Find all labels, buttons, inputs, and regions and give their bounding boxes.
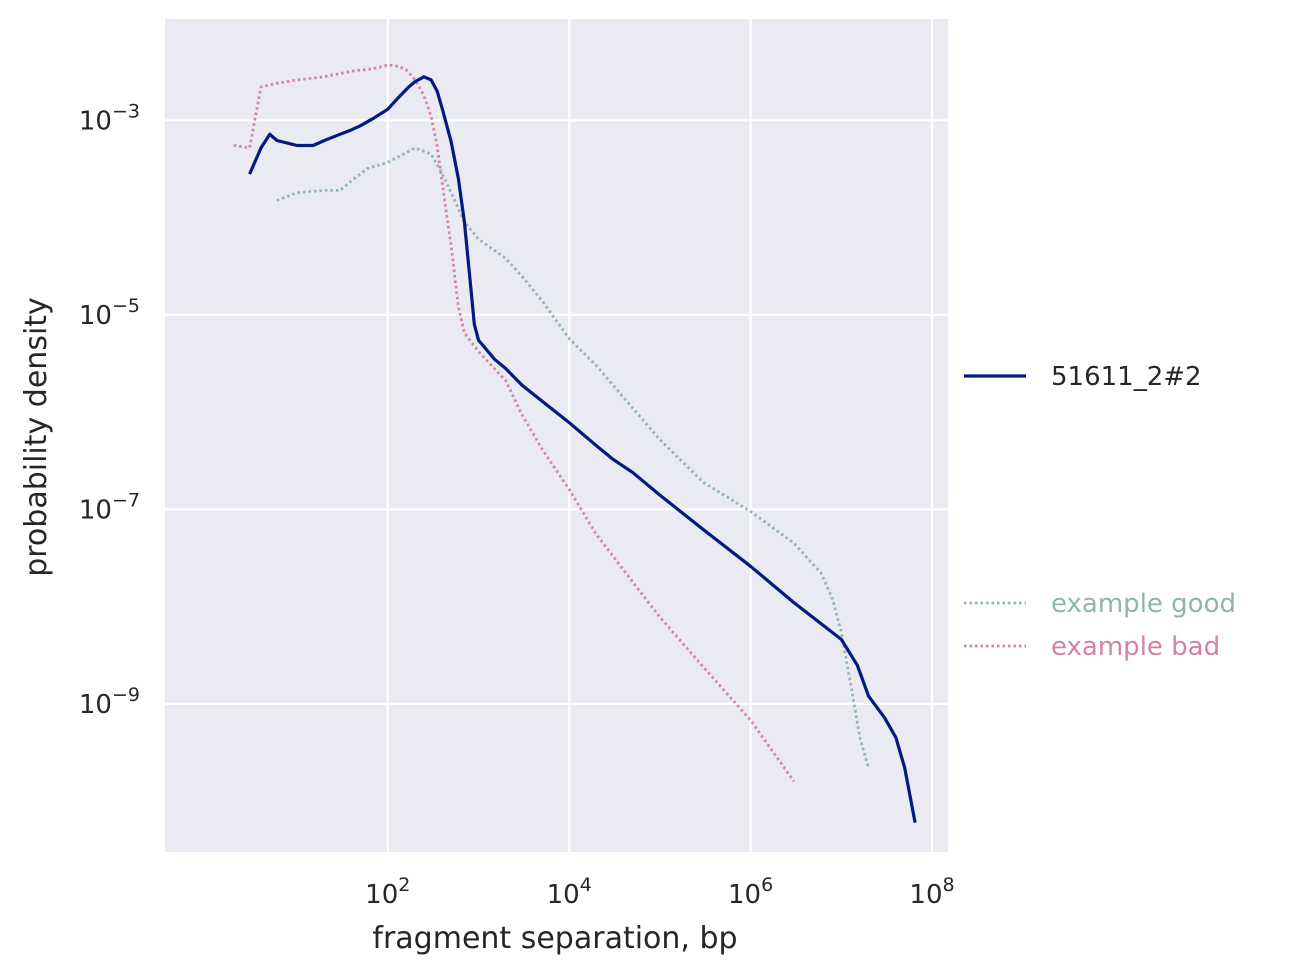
x-tick-label: 104: [547, 874, 592, 910]
legend-label: example good: [1051, 589, 1236, 619]
y-tick-label: 10−9: [79, 684, 140, 720]
x-tick-label: 108: [909, 874, 954, 910]
grid-lines: [165, 19, 948, 852]
series-line-2: [233, 63, 796, 783]
legend-label: example bad: [1051, 632, 1220, 662]
y-tick-labels: 10−3 10−5 10−7 10−9: [79, 100, 140, 720]
y-axis-label: probability density: [19, 297, 54, 577]
x-tick-labels: 102 104 106 108: [365, 874, 954, 910]
data-lines: [233, 63, 917, 823]
x-tick-label: 106: [728, 874, 773, 910]
y-tick-label: 10−7: [79, 489, 140, 525]
y-tick-label: 10−3: [79, 100, 140, 136]
legend-label: 51611_2#2: [1051, 362, 1202, 392]
y-tick-label: 10−5: [79, 295, 140, 331]
series-line-1: [276, 146, 870, 769]
x-tick-label: 102: [365, 874, 410, 910]
series-line-0: [248, 75, 917, 823]
plot-background: [165, 19, 948, 852]
x-axis-label: fragment separation, bp: [372, 921, 737, 956]
